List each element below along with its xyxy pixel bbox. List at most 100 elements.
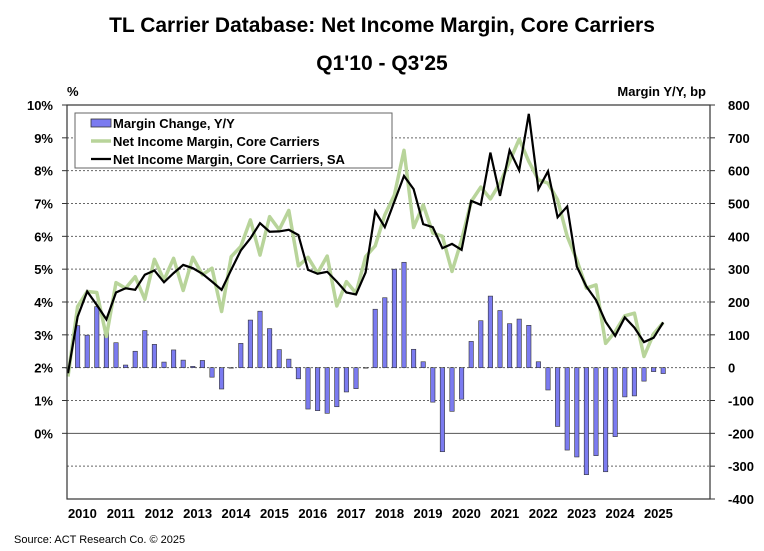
right-tick-label: 0 xyxy=(728,361,735,376)
net-income-margin-line xyxy=(66,137,665,377)
margin-change-bar xyxy=(583,367,589,476)
margin-change-bar xyxy=(622,367,628,398)
x-tick-label: 2024 xyxy=(606,506,636,521)
right-tick-label: 300 xyxy=(728,262,750,277)
margin-change-bar xyxy=(497,310,503,368)
chart-title: TL Carrier Database: Net Income Margin, … xyxy=(109,14,655,37)
margin-change-bar xyxy=(545,367,551,391)
margin-change-bar xyxy=(430,367,436,403)
x-tick-label: 2021 xyxy=(490,506,519,521)
margin-change-bar xyxy=(372,308,378,368)
margin-change-bar xyxy=(295,367,301,380)
margin-change-bar xyxy=(123,364,129,368)
margin-change-bar xyxy=(574,367,580,458)
margin-change-bar xyxy=(660,367,666,374)
margin-change-bar xyxy=(478,320,484,368)
x-tick-label: 2023 xyxy=(567,506,596,521)
margin-change-bar xyxy=(190,366,196,368)
right-tick-label: 500 xyxy=(728,197,750,212)
right-tick-label: 100 xyxy=(728,328,750,343)
margin-change-bar xyxy=(631,367,637,397)
margin-change-bar xyxy=(382,297,388,368)
margin-change-bar xyxy=(487,295,493,368)
right-axis-label: Margin Y/Y, bp xyxy=(617,84,706,99)
right-tick-label: -100 xyxy=(728,394,754,409)
margin-change-bar xyxy=(324,367,330,414)
x-tick-label: 2018 xyxy=(375,506,404,521)
x-tick-label: 2025 xyxy=(644,506,673,521)
margin-change-bar xyxy=(334,367,340,408)
margin-change-bar xyxy=(420,361,426,368)
legend-label-nsa: Net Income Margin, Core Carriers xyxy=(113,134,320,149)
margin-change-bar xyxy=(516,318,522,368)
margin-change-bar xyxy=(603,367,609,473)
margin-change-bar xyxy=(507,323,513,368)
margin-change-bar xyxy=(142,330,148,368)
x-tick-label: 2011 xyxy=(107,506,135,521)
legend-label-bar: Margin Change, Y/Y xyxy=(113,116,235,131)
margin-change-bar xyxy=(439,367,445,453)
margin-change-bar xyxy=(459,367,465,400)
chart-subtitle: Q1'10 - Q3'25 xyxy=(316,52,448,75)
left-tick-label: 4% xyxy=(34,295,53,310)
right-tick-label: 700 xyxy=(728,131,750,146)
margin-change-bar xyxy=(535,361,541,368)
margin-change-bar xyxy=(555,367,561,427)
margin-change-bar xyxy=(180,359,186,368)
net-income-margin-sa-line xyxy=(66,113,665,374)
x-tick-label: 2012 xyxy=(145,506,174,521)
margin-change-bar xyxy=(161,361,167,368)
margin-change-bar xyxy=(267,328,273,368)
x-tick-label: 2019 xyxy=(414,506,443,521)
margin-change-bar xyxy=(257,310,263,368)
x-tick-label: 2015 xyxy=(260,506,289,521)
margin-change-bar xyxy=(199,360,205,368)
margin-change-bar xyxy=(94,306,100,368)
legend-label-sa: Net Income Margin, Core Carriers, SA xyxy=(113,152,346,167)
margin-change-bar xyxy=(343,367,349,393)
margin-change-bar xyxy=(75,325,81,368)
margin-change-bar xyxy=(209,367,215,378)
right-tick-label: -300 xyxy=(728,459,754,474)
right-tick-label: -200 xyxy=(728,426,754,441)
x-tick-label: 2017 xyxy=(337,506,366,521)
margin-change-bar xyxy=(353,367,359,389)
margin-change-bar xyxy=(468,341,474,368)
margin-change-bar xyxy=(132,350,138,368)
left-tick-label: 7% xyxy=(34,197,53,212)
margin-change-bar xyxy=(449,367,455,412)
margin-change-bar xyxy=(286,358,292,368)
x-tick-label: 2020 xyxy=(452,506,481,521)
x-tick-label: 2022 xyxy=(529,506,558,521)
margin-change-bar xyxy=(593,367,599,456)
right-tick-label: 400 xyxy=(728,229,750,244)
margin-change-bar xyxy=(238,343,244,368)
margin-change-bar xyxy=(247,319,253,368)
left-tick-label: 1% xyxy=(34,394,53,409)
margin-change-bar xyxy=(564,367,570,451)
margin-change-bar xyxy=(391,268,397,368)
margin-change-bar xyxy=(151,344,157,368)
left-tick-label: 0% xyxy=(34,426,53,441)
right-tick-label: -400 xyxy=(728,492,754,507)
margin-change-bar xyxy=(641,367,647,382)
margin-change-bar xyxy=(228,367,234,369)
margin-change-bar xyxy=(113,342,119,368)
x-tick-label: 2013 xyxy=(183,506,212,521)
legend: Margin Change, Y/Y Net Income Margin, Co… xyxy=(74,112,393,169)
margin-change-bar xyxy=(276,349,282,368)
margin-change-bar xyxy=(526,325,532,368)
x-tick-label: 2014 xyxy=(222,506,252,521)
left-tick-label: 3% xyxy=(34,328,53,343)
margin-change-bar xyxy=(612,367,618,437)
x-tick-label: 2010 xyxy=(68,506,97,521)
left-tick-label: 8% xyxy=(34,164,53,179)
legend-bar-swatch xyxy=(90,118,112,128)
left-tick-label: 6% xyxy=(34,229,53,244)
left-tick-label: 5% xyxy=(34,262,53,277)
left-tick-label: 9% xyxy=(34,131,53,146)
left-axis-label: % xyxy=(67,84,79,99)
margin-change-bar xyxy=(363,367,369,369)
right-tick-label: 800 xyxy=(728,98,750,113)
